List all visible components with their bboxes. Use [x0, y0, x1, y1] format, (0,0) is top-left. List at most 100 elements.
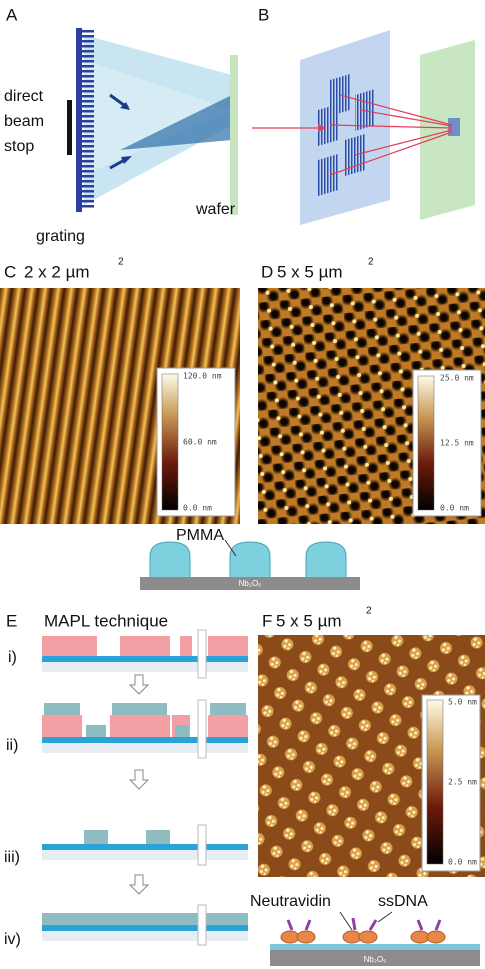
- panel-label: D: [261, 262, 273, 281]
- path-shape: [288, 920, 292, 930]
- rect-shape: [42, 743, 248, 753]
- rect-shape: [198, 825, 206, 865]
- path-shape: [353, 918, 355, 930]
- path-shape: [418, 920, 422, 930]
- colorbar-label: 25.0 nm: [440, 374, 474, 383]
- panel-label: C: [4, 262, 16, 281]
- panel-f: F 5 x 5 µm 2 5.0 nm 2.5 nm 0.0 nm: [258, 606, 485, 877]
- figure: A direct beam stop grating wafer B C 2 x…: [0, 0, 485, 969]
- step-label: iv): [4, 931, 21, 948]
- path-shape: [150, 542, 190, 578]
- rect-shape: [427, 700, 443, 864]
- panel-label: A: [6, 5, 18, 24]
- rect-shape: [146, 830, 170, 844]
- polygon-shape: [420, 40, 475, 220]
- rect-shape: [198, 630, 206, 678]
- colorbar-label: 60.0 nm: [183, 438, 217, 447]
- exponent: 2: [368, 257, 374, 268]
- substrate-label: Nb₂O₅: [364, 955, 387, 964]
- line-shape: [340, 912, 352, 930]
- rect-shape: [42, 931, 248, 941]
- step-label: ii): [6, 737, 18, 754]
- path-shape: [306, 542, 346, 578]
- rect-shape: [230, 55, 238, 215]
- layer-label: PMMA: [176, 527, 224, 544]
- colorbar-label: 0.0 nm: [183, 504, 212, 513]
- ellipse-shape: [427, 931, 445, 943]
- colorbar-label: 120.0 nm: [183, 372, 222, 381]
- scan-size: 2 x 2 µm: [24, 262, 90, 281]
- rect-shape: [42, 656, 248, 662]
- ellipse-shape: [359, 931, 377, 943]
- step-label: i): [8, 649, 17, 666]
- ellipse-shape: [297, 931, 315, 943]
- scan-size: 5 x 5 µm: [277, 262, 343, 281]
- colorbar-label: 2.5 nm: [448, 778, 477, 787]
- rect-shape: [112, 703, 167, 715]
- path-shape: [436, 920, 440, 930]
- exponent: 2: [118, 257, 124, 268]
- beam-stop-label: beam: [4, 113, 44, 130]
- rect-shape: [42, 850, 248, 860]
- grating-label: grating: [36, 228, 85, 245]
- panel-c: C 2 x 2 µm 2 120.0 nm 60.0 nm 0.0 nm: [0, 257, 240, 524]
- rect-shape: [205, 913, 248, 925]
- panel-d: D 5 x 5 µm 2 25.0 nm 12.5 nm 0.0 nm: [258, 257, 485, 524]
- beam-stop-label: direct: [4, 88, 44, 105]
- rect-shape: [120, 636, 170, 656]
- panel-title: MAPL technique: [44, 611, 168, 630]
- panel-b: B: [252, 5, 475, 225]
- rect-shape: [198, 905, 206, 945]
- panel-label: F: [262, 611, 272, 630]
- polygon-shape: [355, 89, 375, 131]
- ellipse-shape: [281, 931, 299, 943]
- wafer-label: wafer: [195, 201, 236, 218]
- rect-shape: [76, 28, 82, 212]
- rect-shape: [208, 715, 248, 737]
- panel-label: E: [6, 611, 17, 630]
- rect-shape: [44, 703, 80, 715]
- rect-shape: [208, 636, 248, 656]
- polygon-shape: [318, 154, 338, 196]
- colorbar-label: 12.5 nm: [440, 439, 474, 448]
- colorbar-label: 0.0 nm: [448, 858, 477, 867]
- g-shape: [281, 931, 445, 943]
- path-shape: [130, 770, 148, 789]
- rect-shape: [180, 636, 192, 656]
- neutravidin-label: Neutravidin: [250, 893, 331, 910]
- rect-shape: [270, 944, 480, 950]
- path-shape: [130, 675, 148, 694]
- path-shape: [370, 920, 376, 930]
- path-shape: [130, 875, 148, 894]
- line-shape: [378, 912, 392, 922]
- exponent: 2: [366, 606, 372, 617]
- rect-shape: [198, 700, 206, 758]
- rect-shape: [42, 662, 248, 672]
- path-shape: [306, 920, 310, 930]
- g-shape: [198, 630, 206, 945]
- substrate-label: Nb₂O₅: [239, 579, 262, 588]
- beam-stop-label: stop: [4, 138, 34, 155]
- panel-label: B: [258, 5, 269, 24]
- rect-shape: [42, 715, 82, 737]
- rect-shape: [42, 913, 198, 925]
- rect-shape: [418, 376, 434, 510]
- panel-a: A direct beam stop grating wafer: [4, 5, 238, 245]
- rect-shape: [42, 636, 97, 656]
- rect-shape: [110, 715, 170, 737]
- g-shape: [84, 830, 170, 844]
- rect-shape: [42, 737, 248, 743]
- ellipse-shape: [343, 931, 361, 943]
- ellipse-shape: [411, 931, 429, 943]
- bio-diagram: Neutravidin ssDNA Nb₂O₅: [250, 893, 480, 966]
- ssdna-label: ssDNA: [378, 893, 428, 910]
- rect-shape: [42, 844, 248, 850]
- pmma-diagram: PMMA Nb₂O₅: [140, 527, 360, 590]
- panel-e: E MAPL technique i) ii) iii) iv): [4, 611, 248, 948]
- g-shape: [288, 918, 440, 930]
- step-label: iii): [4, 849, 20, 866]
- rect-shape: [42, 925, 248, 931]
- rect-shape: [84, 830, 108, 844]
- rect-shape: [67, 100, 72, 155]
- rect-shape: [162, 374, 178, 510]
